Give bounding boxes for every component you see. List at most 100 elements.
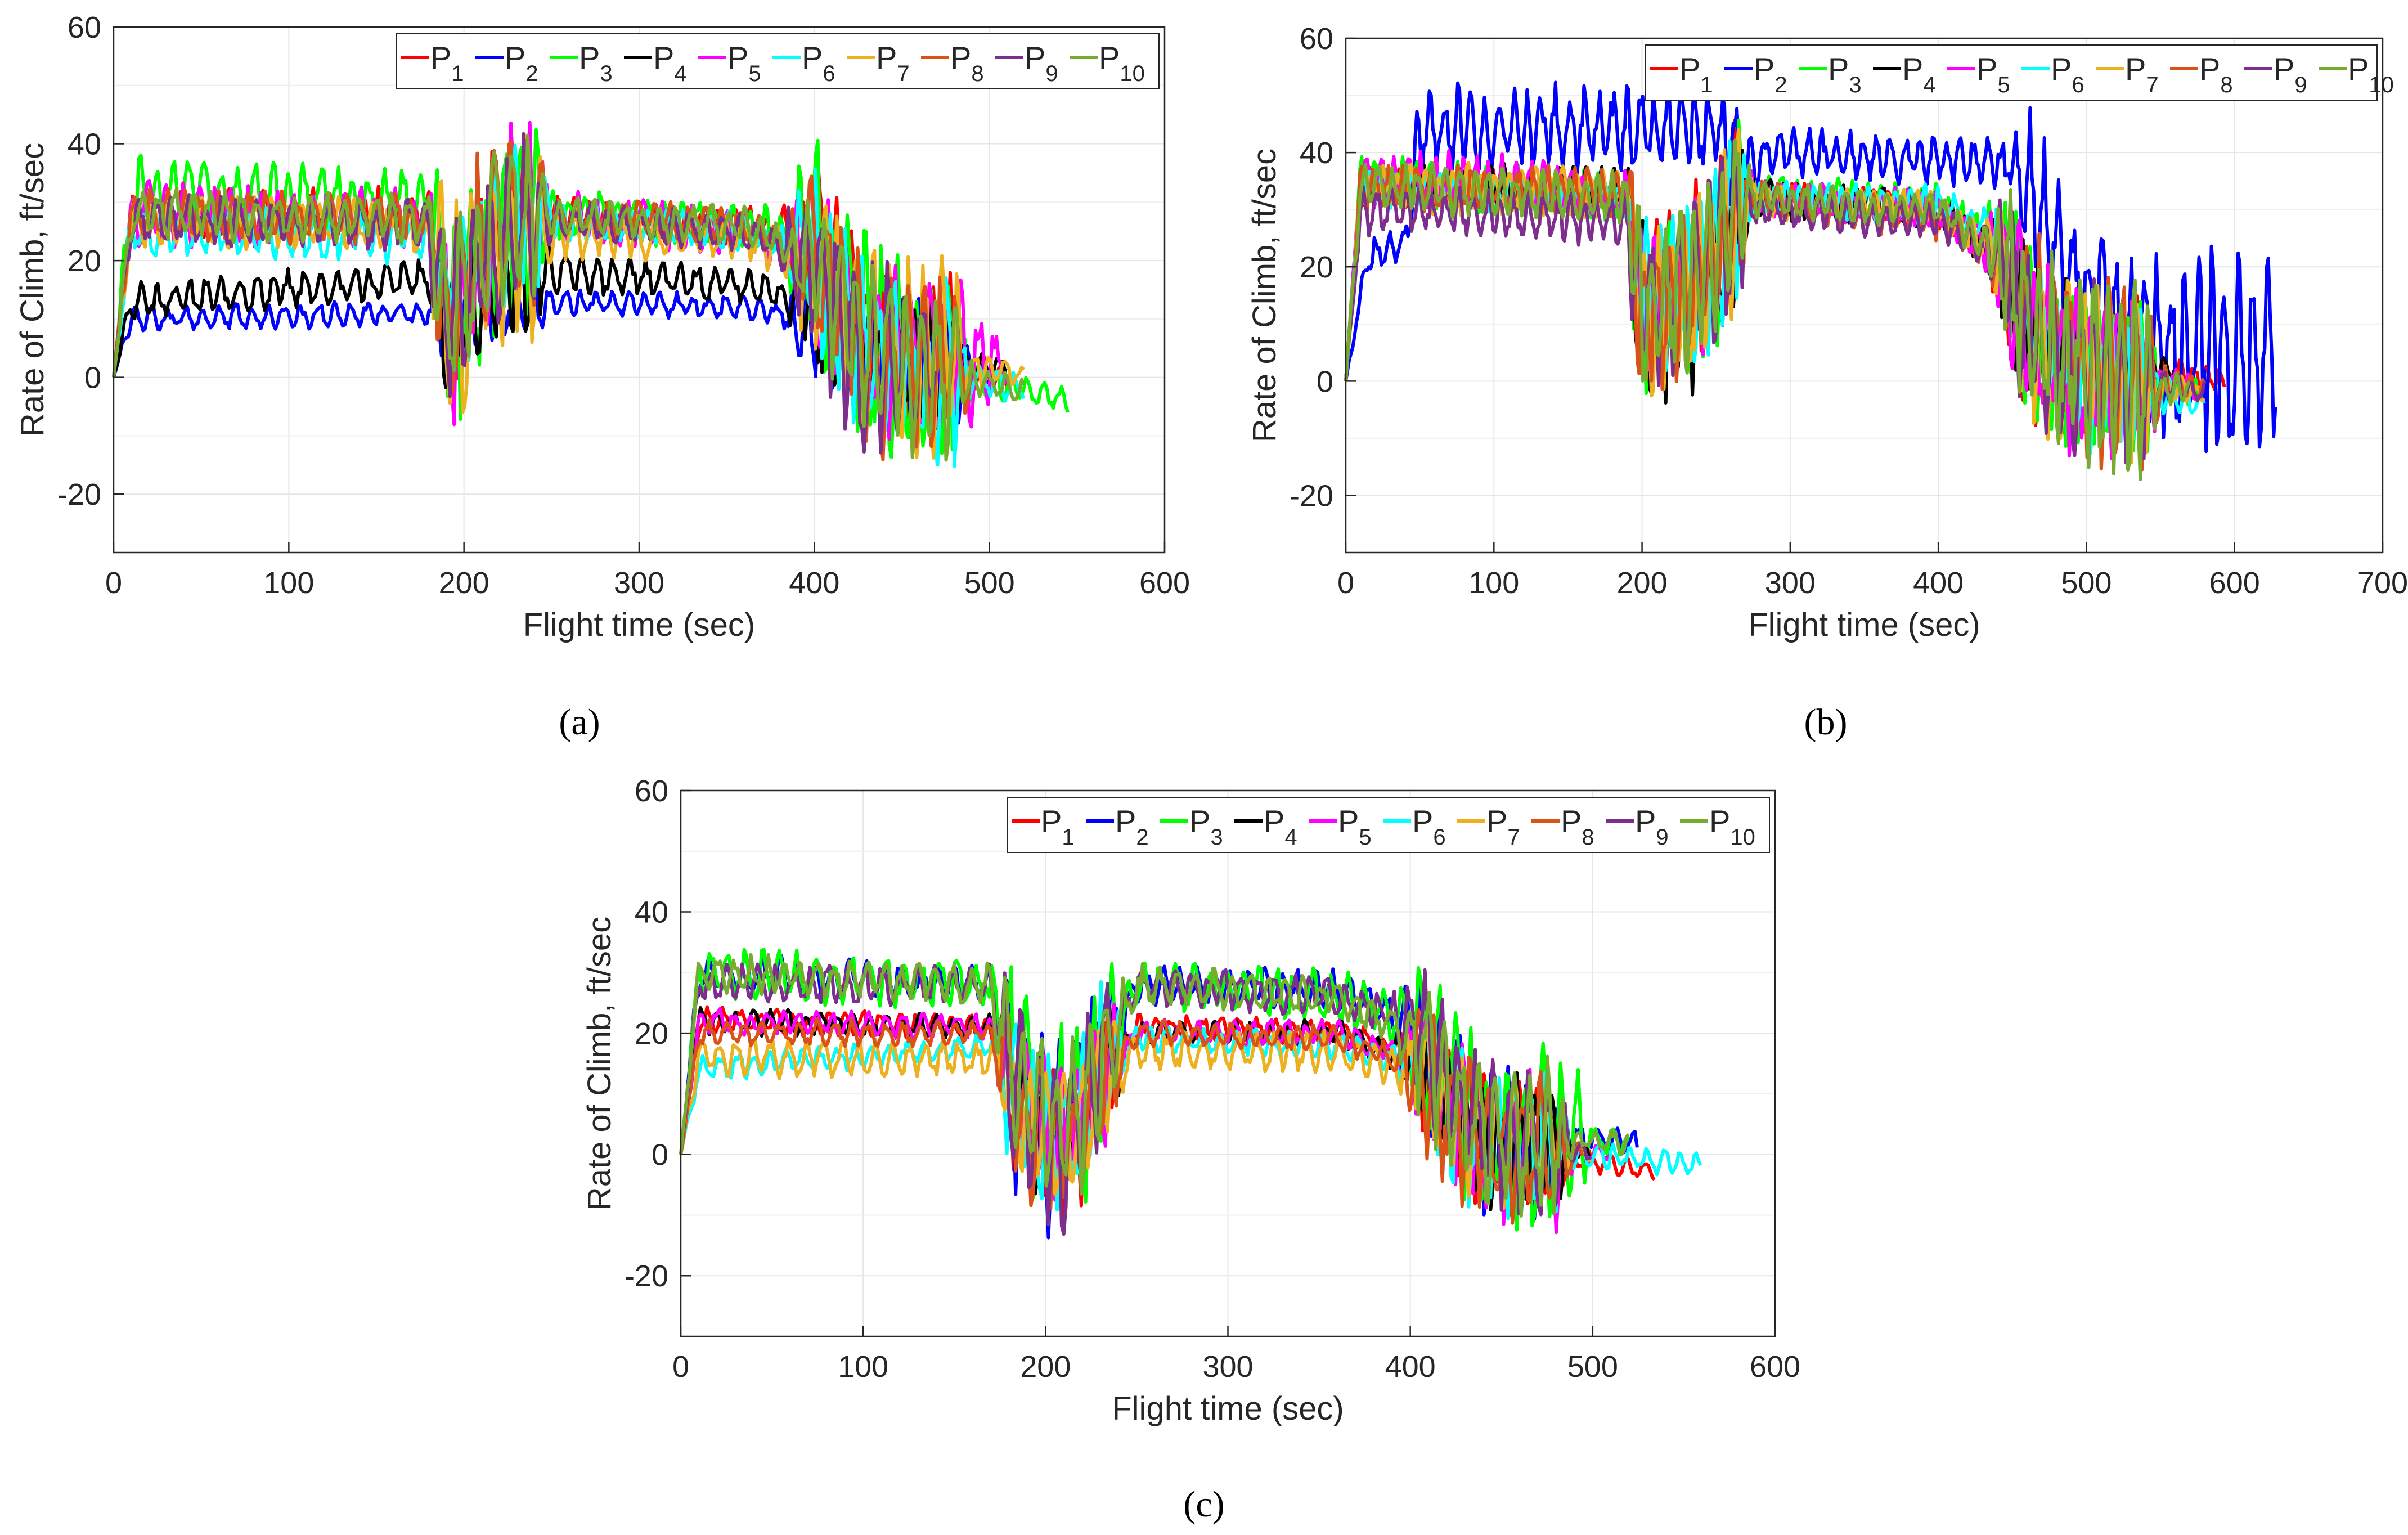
y-tick-label: 60 [1300,22,1333,56]
y-axis-label: Rate of Climb, ft/sec [14,143,51,437]
x-tick-label: 600 [1750,1350,1800,1384]
x-tick-label: 100 [1468,566,1519,600]
legend-entry-p3: P3 [579,40,613,86]
legend-name: P [727,40,748,75]
y-axis-label: Rate of Climb, ft/sec [1246,149,1283,442]
x-tick-label: 600 [2209,566,2260,600]
legend-entry-p1: P1 [1679,51,1713,97]
legend-subscript: 2 [525,61,538,86]
y-tick-label: 0 [84,361,101,395]
x-tick-label: 200 [439,566,489,600]
x-axis-label: Flight time (sec) [1112,1390,1344,1427]
legend-name: P [1679,51,1700,87]
legend-name: P [1412,804,1433,839]
legend-entry-p6: P6 [1412,804,1446,850]
legend-entry-p5: P5 [1338,804,1372,850]
legend-entry-p1: P1 [430,40,464,86]
y-tick-label: 40 [1300,136,1333,170]
legend-subscript: 3 [600,61,612,86]
panel-label-3: (c) [1183,1484,1224,1525]
legend-entry-p7: P7 [1486,804,1520,850]
legend-subscript: 8 [971,61,983,86]
legend-entry-p3: P3 [1828,51,1862,97]
x-axis-label: Flight time (sec) [523,607,756,643]
chart-panel-1: 0 100 200 300 400 500 600 -20 0 20 40 60 Flight time… [14,11,1190,643]
legend-entry-p2: P2 [505,40,538,86]
legend-entry-p7: P7 [2125,51,2159,97]
legend-name: P [579,40,600,75]
legend-box [396,33,1160,89]
legend-entry-p8: P8 [1561,804,1594,850]
series-lines [1344,80,2277,481]
x-tick-label: 100 [263,566,314,600]
legend-name: P [505,40,525,75]
x-tick-label: 500 [964,566,1015,600]
legend-entry-p7: P7 [876,40,910,86]
series-line-p10 [679,953,1630,1218]
legend-subscript: 6 [823,61,835,86]
series-line-p10 [112,134,1026,462]
legend-name: P [1189,804,1210,839]
legend-subscript: 8 [2220,73,2232,97]
legend-name: P [430,40,451,75]
legend-entry-p9: P9 [2274,51,2307,97]
legend-subscript: 4 [674,61,686,86]
panel-label-2: (b) [1804,702,1848,743]
legend-subscript: 9 [1656,825,1668,850]
y-tick-label: 20 [635,1017,668,1051]
legend-name: P [2125,51,2146,87]
legend-subscript: 5 [748,61,761,86]
x-tick-label: 0 [672,1350,689,1384]
legend-entry-p2: P2 [1115,804,1149,850]
legend-subscript: 6 [1433,825,1445,850]
y-tick-label: 60 [635,774,668,808]
legend-box [1007,797,1770,853]
legend-subscript: 5 [1997,73,2010,97]
x-tick-label: 700 [2357,566,2408,600]
y-tick-label: -20 [1290,479,1333,513]
grid [113,26,1165,553]
legend-name: P [1709,804,1730,839]
legend-name: P [1338,804,1359,839]
legend-entry-p10: P10 [2348,51,2394,97]
legend-entry-p9: P9 [1635,804,1669,850]
legend-subscript: 1 [451,61,464,86]
legend-entry-p6: P6 [2051,51,2084,97]
y-tick-label: 0 [1317,365,1333,398]
y-tick-label: 20 [68,244,101,278]
legend-subscript: 2 [1136,825,1148,850]
y-tick-label: 20 [1300,250,1333,284]
y-tick-label: -20 [57,478,101,511]
legend-name: P [1486,804,1507,839]
x-tick-label: 600 [1139,566,1190,600]
x-tick-label: 300 [1202,1350,1253,1384]
legend-name: P [1561,804,1582,839]
legend-subscript: 1 [1062,825,1074,850]
legend-subscript: 10 [1730,825,1755,850]
legend-subscript: 9 [2294,73,2307,97]
legend-name: P [2199,51,2220,87]
series-line-p9 [112,132,937,455]
series-lines [679,948,1702,1240]
x-tick-label: 400 [789,566,839,600]
legend-entry-p4: P4 [653,40,687,86]
legend-subscript: 1 [1700,73,1713,97]
legend-subscript: 9 [1045,61,1058,86]
chart-panel-3: 0 100 200 300 400 500 600 -20 0 20 40 60 Flight time… [581,774,1800,1427]
legend-name: P [876,40,897,75]
legend-name: P [2348,51,2369,87]
chart-panel-2: 0 100 200 300 400 500 600 700 -20 0 20 40 60 Flight t… [1246,22,2408,643]
y-tick-label: -20 [625,1259,668,1293]
legend-subscript: 8 [1582,825,1594,850]
legend-subscript: 5 [1359,825,1371,850]
x-tick-label: 0 [105,566,122,600]
legend-subscript: 4 [1284,825,1297,850]
x-tick-label: 300 [614,566,664,600]
legend-name: P [1041,804,1062,839]
x-tick-label: 200 [1617,566,1668,600]
series-line-p10 [1344,138,2190,481]
legend-subscript: 3 [1210,825,1223,850]
legend-entry-p5: P5 [727,40,761,86]
legend-name: P [1754,51,1774,87]
